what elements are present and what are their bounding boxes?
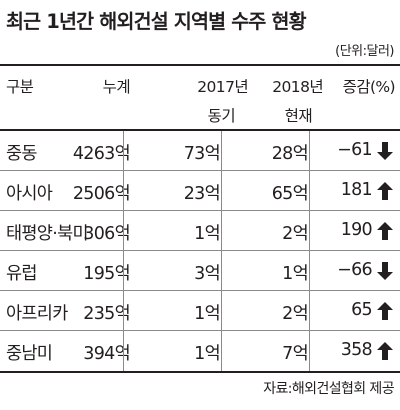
total-cell: 2506억 — [72, 184, 131, 204]
arrow-up-icon — [377, 222, 393, 240]
arrow-up-icon — [377, 302, 393, 320]
column-divider — [221, 131, 222, 371]
header-2017-sub: 동기 — [207, 107, 236, 125]
row-divider — [0, 330, 400, 331]
header-top-rule — [0, 64, 400, 66]
header-2018: 2018년 — [272, 78, 323, 96]
y2018-cell: 1억 — [282, 264, 309, 284]
region-label: 태평양·북미 — [6, 224, 89, 244]
row-divider — [0, 210, 400, 211]
table-row: 중동 4263억 73억 28억 −61 — [0, 131, 400, 171]
change-cell: 181 — [340, 180, 373, 200]
y2018-cell: 65억 — [271, 184, 309, 204]
table-row: 아프리카 235억 1억 2억 65 — [0, 291, 400, 331]
y2018-cell: 2억 — [282, 224, 309, 244]
y2017-cell: 1억 — [194, 304, 221, 324]
table-row: 태평양·북미 306억 1억 2억 190 — [0, 211, 400, 251]
y2017-cell: 23억 — [183, 184, 221, 204]
source-note: 자료:해외건설협회 제공 — [263, 381, 394, 397]
table-bottom-rule — [0, 371, 400, 373]
header-change: 증감(%) — [342, 78, 396, 96]
y2017-cell: 3억 — [194, 264, 221, 284]
row-divider — [0, 250, 400, 251]
y2017-cell: 73억 — [183, 144, 221, 164]
change-cell: 65 — [351, 300, 373, 320]
column-divider — [309, 131, 310, 371]
region-label: 중남미 — [6, 344, 53, 364]
arrow-up-icon — [377, 342, 393, 360]
total-cell: 306억 — [83, 224, 130, 244]
arrow-up-icon — [377, 182, 393, 200]
region-label: 중동 — [6, 144, 38, 164]
change-cell: 358 — [340, 340, 373, 360]
unit-note: (단위:달러) — [335, 44, 394, 59]
total-cell: 235억 — [83, 304, 130, 324]
total-cell: 195억 — [83, 264, 130, 284]
change-cell: −66 — [337, 260, 373, 280]
header-total: 누계 — [102, 78, 131, 96]
region-label: 아프리카 — [6, 304, 68, 324]
y2018-cell: 28억 — [271, 144, 309, 164]
column-divider — [123, 131, 124, 371]
y2018-cell: 2억 — [282, 304, 309, 324]
header-category: 구분 — [6, 78, 34, 96]
arrow-down-icon — [377, 142, 393, 160]
table-row: 중남미 394억 1억 7억 358 — [0, 331, 400, 371]
row-divider — [0, 290, 400, 291]
y2018-cell: 7억 — [282, 344, 309, 364]
y2017-cell: 1억 — [194, 224, 221, 244]
table-row: 아시아 2506억 23억 65억 181 — [0, 171, 400, 211]
total-cell: 394억 — [83, 344, 130, 364]
header-bottom-rule — [0, 129, 400, 131]
total-cell: 4263억 — [72, 144, 131, 164]
header-2017: 2017년 — [197, 78, 248, 96]
y2017-cell: 1억 — [194, 344, 221, 364]
region-label: 유럽 — [6, 264, 38, 284]
table-row: 유럽 195억 3억 1억 −66 — [0, 251, 400, 291]
table-title: 최근 1년간 해외건설 지역별 수주 현황 — [6, 10, 307, 33]
change-cell: −61 — [337, 140, 373, 160]
arrow-down-icon — [377, 262, 393, 280]
change-cell: 190 — [340, 220, 373, 240]
region-label: 아시아 — [6, 184, 53, 204]
row-divider — [0, 170, 400, 171]
header-2018-sub: 현재 — [284, 107, 313, 125]
